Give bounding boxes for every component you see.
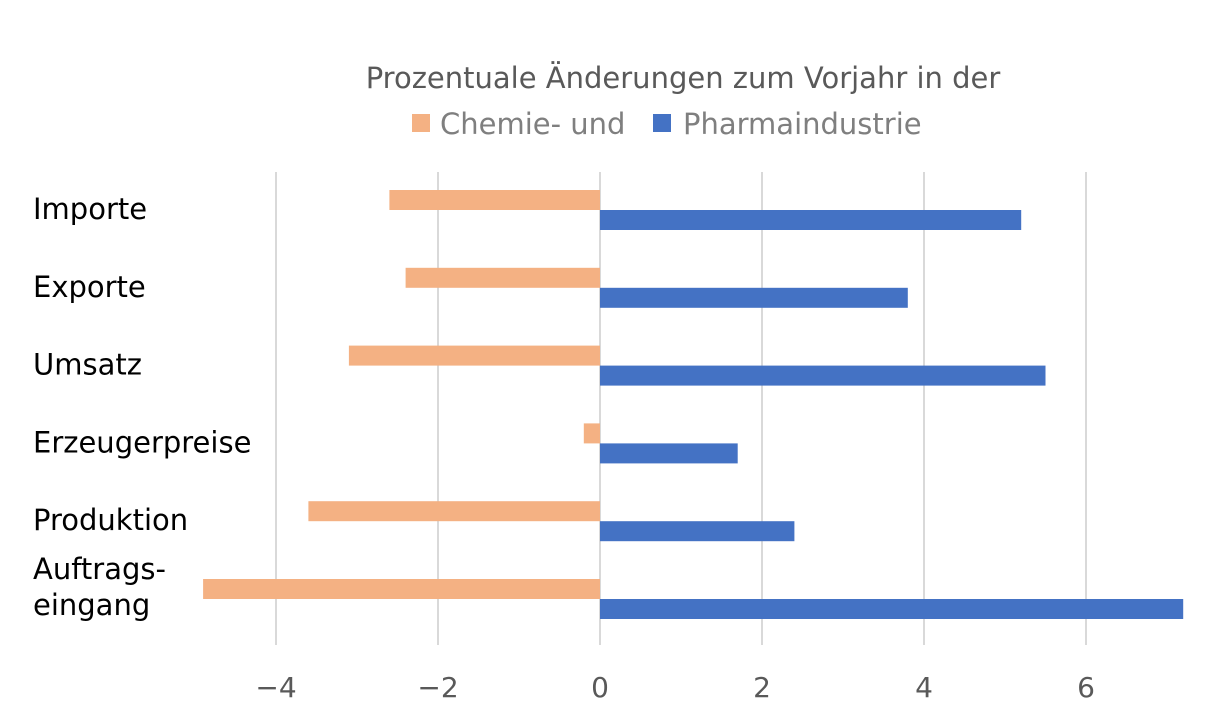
bar-pharma (600, 599, 1184, 619)
category-label: Importe (33, 192, 147, 226)
category-label: Erzeugerpreise (33, 425, 251, 459)
bar-chemie (389, 190, 600, 210)
category-label: Produktion (33, 503, 188, 537)
category-labels: Importe Exporte Umsatz Erzeugerpreise Produk… (33, 192, 251, 622)
bar-chemie (308, 501, 600, 522)
legend-swatch-chemie (412, 114, 430, 132)
legend-swatch-pharma (653, 114, 671, 132)
bar-chemie (583, 423, 600, 444)
bar-pharma (600, 443, 738, 464)
legend-label-pharma: Pharmaindustrie (683, 107, 922, 141)
gridlines (275, 172, 1087, 645)
category-label: Exporte (33, 270, 146, 304)
x-tick-label: 6 (1077, 671, 1095, 704)
x-tick-label: −2 (417, 671, 458, 704)
bar-chemie (405, 267, 600, 288)
chart-title: Prozentuale Änderungen zum Vorjahr in de… (366, 61, 1001, 95)
x-tick-label: 4 (915, 671, 933, 704)
bar-chemie (203, 579, 600, 599)
category-label: Auftrags-eingang (33, 552, 166, 622)
x-tick-label: −4 (255, 671, 296, 704)
legend-label-chemie: Chemie- und (440, 107, 625, 141)
bar-chemie (348, 345, 600, 366)
x-tick-label: 0 (591, 671, 609, 704)
bar-pharma (600, 521, 795, 542)
x-tick-label: 2 (753, 671, 771, 704)
bar-pharma (600, 365, 1046, 386)
x-tick-labels: −4 −2 0 2 4 6 (255, 671, 1095, 704)
category-label: Umsatz (33, 348, 142, 382)
bars (203, 190, 1184, 619)
legend: Chemie- und Pharmaindustrie (412, 107, 922, 141)
bar-pharma (600, 210, 1022, 230)
bar-pharma (600, 287, 908, 308)
